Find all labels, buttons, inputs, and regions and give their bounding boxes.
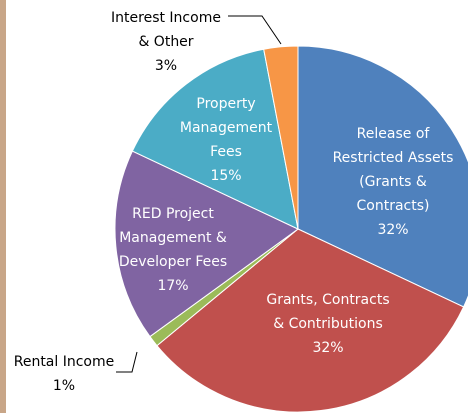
- slice-label: RED Project Management & Developer Fees: [119, 206, 227, 270]
- label-line: Management: [180, 120, 273, 136]
- label-line: Release of: [357, 126, 431, 142]
- value-label: 17%: [157, 278, 188, 294]
- label-line: Rental Income: [14, 354, 115, 370]
- pie-slice: [263, 45, 299, 230]
- slice-label: Release of Restricted Assets (Grants & Cont…: [333, 126, 454, 214]
- slice-label: Interest Income & Other: [111, 10, 221, 50]
- value-label: 15%: [210, 168, 241, 184]
- pie-slice: [156, 228, 465, 413]
- label-line: Property: [196, 96, 255, 112]
- label-line: Interest Income: [111, 10, 221, 26]
- leader-line: [228, 15, 282, 45]
- label-line: Developer Fees: [119, 254, 227, 270]
- value-label: 3%: [155, 58, 177, 74]
- label-line: Fees: [210, 144, 242, 160]
- value-label: 32%: [312, 340, 343, 356]
- slice-label: Property Management Fees: [180, 96, 273, 160]
- slice-label: Rental Income: [14, 354, 115, 370]
- label-line: Restricted Assets: [333, 150, 454, 166]
- label-line: RED Project: [132, 206, 214, 222]
- label-line: Management &: [119, 230, 227, 246]
- leader-line: [116, 351, 138, 373]
- label-line: & Contributions: [273, 316, 383, 332]
- pie-slice: [114, 150, 299, 338]
- pie-slice: [131, 48, 299, 230]
- value-label: 32%: [377, 222, 408, 238]
- label-line: & Other: [138, 34, 193, 50]
- side-strip: [0, 0, 6, 413]
- slice-label: Grants, Contracts & Contributions: [266, 292, 389, 332]
- label-line: (Grants &: [359, 174, 427, 190]
- label-line: Contracts): [357, 198, 430, 214]
- label-line: Grants, Contracts: [266, 292, 389, 308]
- pie-slice: [297, 45, 468, 308]
- value-label: 1%: [53, 378, 75, 394]
